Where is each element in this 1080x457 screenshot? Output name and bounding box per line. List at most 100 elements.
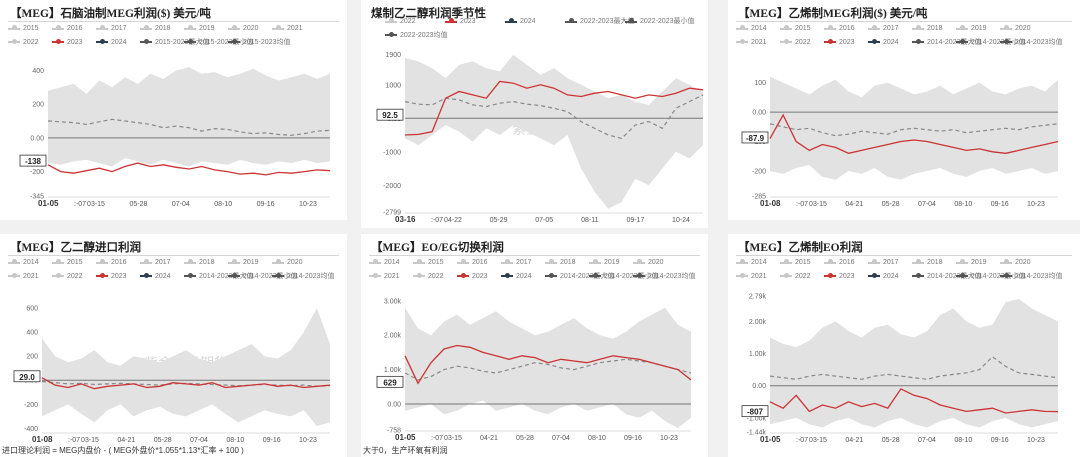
legend-item[interactable]: 2021 bbox=[736, 36, 767, 50]
legend-item[interactable]: 2022-2023均值 bbox=[385, 29, 447, 43]
legend-item[interactable]: 2023 bbox=[52, 36, 83, 50]
legend-item[interactable]: 2015-2023均值 bbox=[228, 36, 290, 50]
legend-item[interactable]: 2015-2023最小值 bbox=[184, 36, 253, 50]
legend-item[interactable]: 2014-2023最小值 bbox=[956, 270, 1025, 284]
x-tick-label: 10-23 bbox=[299, 201, 317, 208]
legend-item[interactable]: 2020 bbox=[1000, 256, 1031, 270]
legend-marker-icon bbox=[385, 18, 397, 24]
legend-item[interactable]: 2014-2023最大值 bbox=[912, 270, 981, 284]
legend-item[interactable]: 2020 bbox=[1000, 22, 1031, 36]
legend-item[interactable]: 2014 bbox=[369, 256, 400, 270]
legend-item[interactable]: 2014-2023均值 bbox=[1000, 270, 1062, 284]
legend-label: 2016 bbox=[839, 25, 855, 32]
legend-item[interactable]: 2015 bbox=[780, 22, 811, 36]
legend-item[interactable]: 2016 bbox=[824, 22, 855, 36]
legend-item[interactable]: 2018 bbox=[545, 256, 576, 270]
legend-marker-icon bbox=[780, 25, 792, 31]
legend-item[interactable]: 2022-2023最小值 bbox=[625, 15, 694, 29]
legend-item[interactable]: 2014-2023最大值 bbox=[912, 36, 981, 50]
legend-item[interactable]: 2015 bbox=[52, 256, 83, 270]
legend-item[interactable]: 2014-2023最大值 bbox=[545, 270, 614, 284]
legend-item[interactable]: 2021 bbox=[272, 22, 303, 36]
legend-item[interactable]: 2018 bbox=[912, 256, 943, 270]
legend-item[interactable]: 2016 bbox=[96, 256, 127, 270]
legend-item[interactable]: 2014 bbox=[736, 22, 767, 36]
legend-item[interactable]: 2018 bbox=[912, 22, 943, 36]
legend-item[interactable]: 2022 bbox=[52, 270, 83, 284]
legend-item[interactable]: 2016 bbox=[824, 256, 855, 270]
range-band-area bbox=[405, 307, 691, 428]
legend-item[interactable]: 2022-2023最大值 bbox=[565, 15, 634, 29]
legend-label: 2023 bbox=[460, 18, 476, 25]
legend-item[interactable]: 2014-2023均值 bbox=[1000, 36, 1062, 50]
legend-item[interactable]: 2021 bbox=[369, 270, 400, 284]
legend-item[interactable]: 2023 bbox=[457, 270, 488, 284]
legend-item[interactable]: 2024 bbox=[868, 270, 899, 284]
legend-item[interactable]: 2016 bbox=[52, 22, 83, 36]
legend-item[interactable]: 2020 bbox=[228, 22, 259, 36]
legend-item[interactable]: 2019 bbox=[228, 256, 259, 270]
legend-item[interactable]: 2021 bbox=[736, 270, 767, 284]
x-tick-label: :-07 bbox=[68, 437, 80, 444]
legend-item[interactable]: 2015 bbox=[8, 22, 39, 36]
legend-item[interactable]: 2023 bbox=[96, 270, 127, 284]
legend-item[interactable]: 2020 bbox=[633, 256, 664, 270]
legend-item[interactable]: 2017 bbox=[96, 22, 127, 36]
legend-item[interactable]: 2014-2023最小值 bbox=[956, 36, 1025, 50]
legend-item[interactable]: 2014-2023最小值 bbox=[589, 270, 658, 284]
legend-item[interactable]: 2023 bbox=[445, 15, 476, 29]
legend-item[interactable]: 2023 bbox=[824, 36, 855, 50]
legend-item[interactable]: 2024 bbox=[505, 15, 536, 29]
legend-item[interactable]: 2019 bbox=[956, 22, 987, 36]
x-tick-label: :-07 bbox=[74, 201, 86, 208]
x-tick-label: 01-05 bbox=[395, 433, 416, 442]
legend-item[interactable]: 2022 bbox=[413, 270, 444, 284]
legend-label: 2022 bbox=[400, 18, 416, 25]
legend-item[interactable]: 2015-2023最大值 bbox=[140, 36, 209, 50]
legend-item[interactable]: 2022 bbox=[8, 36, 39, 50]
legend-item[interactable]: 2022 bbox=[780, 270, 811, 284]
legend-item[interactable]: 2024 bbox=[868, 36, 899, 50]
legend-item[interactable]: 2015 bbox=[780, 256, 811, 270]
legend-label: 2014-2023均值 bbox=[648, 272, 696, 280]
legend-item[interactable]: 2017 bbox=[501, 256, 532, 270]
y-tick-label: -1000 bbox=[383, 149, 401, 156]
legend-item[interactable]: 2022 bbox=[385, 15, 416, 29]
legend-item[interactable]: 2018 bbox=[140, 22, 171, 36]
legend-item[interactable]: 2018 bbox=[184, 256, 215, 270]
legend-item[interactable]: 2014-2023均值 bbox=[633, 270, 695, 284]
legend-item[interactable]: 2017 bbox=[868, 22, 899, 36]
legend-item[interactable]: 2019 bbox=[589, 256, 620, 270]
legend-marker-icon bbox=[956, 38, 968, 44]
legend-item[interactable]: 2016 bbox=[457, 256, 488, 270]
legend-marker-icon bbox=[956, 25, 968, 31]
x-tick-label: 04-22 bbox=[444, 217, 462, 224]
legend-item[interactable]: 2024 bbox=[96, 36, 127, 50]
legend-item[interactable]: 2015 bbox=[413, 256, 444, 270]
legend-marker-icon bbox=[228, 38, 240, 44]
legend-item[interactable]: 2019 bbox=[184, 22, 215, 36]
legend-item[interactable]: 2014 bbox=[8, 256, 39, 270]
legend-item[interactable]: 2020 bbox=[272, 256, 303, 270]
x-tick-label: 08-10 bbox=[588, 435, 606, 442]
legend-marker-icon bbox=[912, 38, 924, 44]
legend-label: 2018 bbox=[927, 25, 943, 32]
x-tick-label: 03-15 bbox=[444, 435, 462, 442]
legend-item[interactable]: 2014 bbox=[736, 256, 767, 270]
legend-item[interactable]: 2024 bbox=[501, 270, 532, 284]
legend-item[interactable]: 2017 bbox=[868, 256, 899, 270]
legend-marker-icon bbox=[736, 38, 748, 44]
legend-item[interactable]: 2014-2023最大值 bbox=[184, 270, 253, 284]
legend-marker-icon bbox=[868, 259, 880, 265]
legend-item[interactable]: 2014-2023最小值 bbox=[228, 270, 297, 284]
x-tick-label: 09-16 bbox=[991, 201, 1009, 208]
legend-item[interactable]: 2023 bbox=[824, 270, 855, 284]
legend-item[interactable]: 2022 bbox=[780, 36, 811, 50]
legend-item[interactable]: 2017 bbox=[140, 256, 171, 270]
legend-item[interactable]: 2024 bbox=[140, 270, 171, 284]
legend-marker-icon bbox=[1000, 38, 1012, 44]
legend-item[interactable]: 2014-2023均值 bbox=[272, 270, 334, 284]
legend-item[interactable]: 2021 bbox=[8, 270, 39, 284]
legend-item[interactable]: 2019 bbox=[956, 256, 987, 270]
legend-label: 2015 bbox=[67, 259, 83, 266]
